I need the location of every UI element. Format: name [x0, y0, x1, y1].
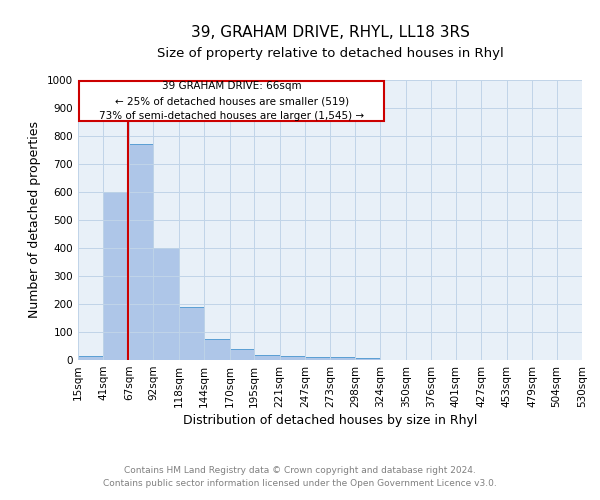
- Bar: [103, 192, 129, 360]
- Bar: [355, 358, 380, 360]
- Bar: [129, 144, 154, 360]
- Bar: [331, 357, 355, 360]
- Bar: [305, 356, 331, 360]
- Bar: [179, 307, 204, 360]
- Text: Size of property relative to detached houses in Rhyl: Size of property relative to detached ho…: [157, 48, 503, 60]
- Text: 39, GRAHAM DRIVE, RHYL, LL18 3RS: 39, GRAHAM DRIVE, RHYL, LL18 3RS: [191, 25, 469, 40]
- Bar: [254, 355, 280, 360]
- Bar: [230, 350, 254, 360]
- Bar: [204, 339, 230, 360]
- Bar: [154, 248, 179, 360]
- Y-axis label: Number of detached properties: Number of detached properties: [28, 122, 41, 318]
- FancyBboxPatch shape: [79, 82, 385, 120]
- Text: Contains HM Land Registry data © Crown copyright and database right 2024.
Contai: Contains HM Land Registry data © Crown c…: [103, 466, 497, 487]
- Text: 39 GRAHAM DRIVE: 66sqm
← 25% of detached houses are smaller (519)
73% of semi-de: 39 GRAHAM DRIVE: 66sqm ← 25% of detached…: [99, 81, 364, 121]
- Bar: [280, 356, 305, 360]
- Bar: [78, 356, 103, 360]
- X-axis label: Distribution of detached houses by size in Rhyl: Distribution of detached houses by size …: [183, 414, 477, 427]
